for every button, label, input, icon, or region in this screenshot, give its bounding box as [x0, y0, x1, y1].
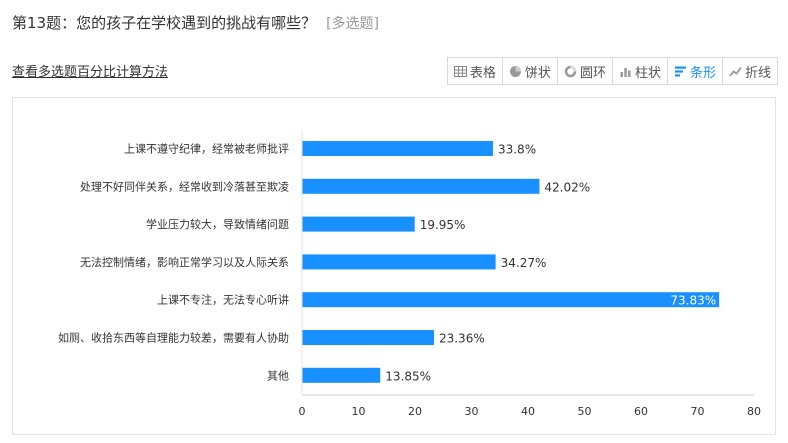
x-tick-label: 40 — [521, 405, 535, 418]
calculation-method-link[interactable]: 查看多选题百分比计算方法 — [12, 65, 169, 80]
bar-view-label: 条形 — [689, 65, 716, 81]
question-type-tag: [多选题] — [326, 16, 380, 32]
chart-type-toolbar: 表格 饼状 圆环 柱状 条形 折线 — [446, 57, 778, 85]
x-tick-label: 20 — [408, 405, 422, 418]
bar-chart: 上课不遵守纪律，经常被老师批评 33.8% 处理不好同伴关系，经常收到冷落甚至欺凌 4… — [58, 130, 761, 418]
category-label: 如厕、收拾东西等自理能力较差，需要有人协助 — [58, 331, 289, 345]
bar[interactable] — [302, 141, 493, 156]
bar[interactable] — [302, 330, 434, 345]
value-label: 19.95% — [420, 218, 466, 232]
chart-container: 上课不遵守纪律，经常被老师批评 33.8% 处理不好同伴关系，经常收到冷落甚至欺凌 4… — [12, 97, 776, 435]
x-tick-label: 50 — [578, 405, 592, 418]
pie-view-button[interactable]: 饼状 — [502, 57, 558, 85]
bar[interactable] — [302, 292, 720, 308]
donut-view-label: 圆环 — [579, 65, 606, 81]
pie-icon — [509, 65, 521, 77]
question-title: 第13题：您的孩子在学校遇到的挑战有哪些？ [多选题] — [12, 12, 379, 33]
table-view-button[interactable]: 表格 — [446, 57, 503, 85]
value-label: 13.85% — [385, 369, 431, 383]
category-label: 处理不好同伴关系，经常收到冷落甚至欺凌 — [80, 179, 289, 193]
column-view-button[interactable]: 柱状 — [612, 57, 668, 85]
donut-icon — [564, 65, 577, 77]
category-label: 无法控制情绪，影响正常学习以及人际关系 — [80, 255, 289, 269]
value-label: 73.83% — [670, 294, 716, 308]
bar[interactable] — [302, 254, 496, 270]
x-tick-label: 70 — [691, 405, 705, 418]
bar-icon — [674, 66, 686, 76]
category-label: 上课不遵守纪律，经常被老师批评 — [124, 142, 289, 156]
value-label: 34.27% — [501, 256, 547, 270]
x-tick-label: 60 — [634, 405, 648, 418]
table-icon — [453, 65, 467, 77]
column-view-label: 柱状 — [634, 65, 661, 81]
category-label: 学业压力较大，导致情绪问题 — [146, 217, 289, 231]
value-label: 23.36% — [439, 332, 485, 346]
line-view-button[interactable]: 折线 — [722, 57, 778, 85]
table-view-label: 表格 — [469, 65, 496, 81]
line-view-label: 折线 — [744, 65, 771, 81]
x-tick-label: 0 — [299, 405, 306, 418]
pie-view-label: 饼状 — [524, 65, 551, 81]
x-tick-label: 30 — [465, 405, 479, 418]
bar-view-button[interactable]: 条形 — [667, 57, 723, 85]
value-label: 42.02% — [544, 180, 590, 194]
bar[interactable] — [302, 367, 381, 383]
question-text: 第13题：您的孩子在学校遇到的挑战有哪些？ — [12, 14, 317, 32]
category-label: 上课不专注，无法专心听讲 — [157, 293, 289, 307]
donut-view-button[interactable]: 圆环 — [557, 57, 613, 85]
x-tick-label: 10 — [352, 405, 366, 418]
value-label: 33.8% — [498, 143, 536, 157]
x-tick-label: 80 — [747, 405, 761, 418]
bar[interactable] — [302, 178, 540, 194]
column-icon — [620, 67, 631, 77]
bar[interactable] — [302, 216, 415, 232]
category-label: 其他 — [267, 369, 289, 382]
line-icon — [729, 66, 742, 77]
